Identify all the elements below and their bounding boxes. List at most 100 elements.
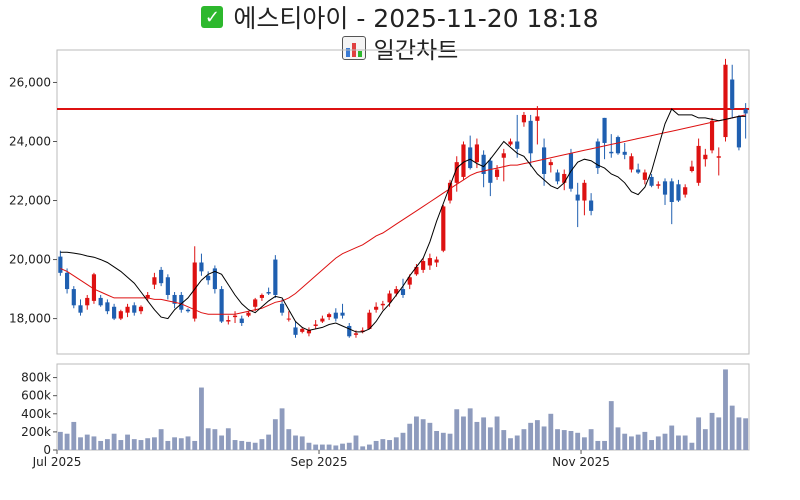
volume-bar xyxy=(306,442,312,450)
candle xyxy=(132,302,137,316)
volume-bar xyxy=(702,429,708,450)
candle xyxy=(683,184,688,198)
candle-body xyxy=(206,275,211,281)
candle-body xyxy=(656,184,661,186)
candle-body xyxy=(743,109,748,114)
candle xyxy=(589,193,594,216)
candle xyxy=(327,312,332,321)
volume-bar xyxy=(716,417,722,450)
candle xyxy=(273,255,278,298)
candle xyxy=(555,169,560,185)
volume-bar xyxy=(239,440,245,450)
price-panel: 18,000 20,000 22,000 24,000 26,000 xyxy=(9,49,750,355)
volume-ytick-label: 200k xyxy=(21,425,51,439)
candle-body xyxy=(602,117,607,143)
volume-bar xyxy=(138,440,144,450)
volume-bar xyxy=(561,430,567,450)
candle-body xyxy=(521,114,527,123)
candle-body xyxy=(320,318,325,322)
candle xyxy=(521,111,527,127)
candle xyxy=(159,266,164,287)
candle-body xyxy=(629,156,634,170)
candle-body xyxy=(542,147,547,174)
candle-body xyxy=(501,153,506,158)
candle-body xyxy=(662,181,668,195)
candle xyxy=(494,165,500,180)
volume-bar xyxy=(414,416,419,450)
candle-body xyxy=(622,151,627,155)
candle xyxy=(454,156,459,192)
volume-bar xyxy=(736,417,742,450)
candle xyxy=(125,303,130,318)
candle-body xyxy=(253,299,258,307)
volume-bar xyxy=(151,437,157,450)
volume-bar xyxy=(501,430,507,450)
candle xyxy=(669,178,674,225)
candle-body xyxy=(118,311,123,319)
volume-bar xyxy=(326,444,332,450)
volume-bar xyxy=(669,425,675,450)
candle xyxy=(212,265,217,294)
candle xyxy=(582,179,587,216)
volume-bar xyxy=(615,427,621,450)
volume-ytick-label: 600k xyxy=(21,389,51,403)
candle xyxy=(736,114,742,151)
title-text: 에스티아이 - 2025-11-20 18:18 xyxy=(233,4,599,33)
candle-body xyxy=(98,297,103,306)
candle-body xyxy=(300,328,305,332)
candle-body xyxy=(353,333,359,335)
candle-body xyxy=(454,162,459,183)
candle-body xyxy=(91,274,97,301)
volume-bar xyxy=(407,423,413,450)
candle xyxy=(481,150,486,188)
volume-bar xyxy=(514,435,520,450)
candle-body xyxy=(380,303,385,306)
volume-bar xyxy=(534,420,540,450)
candle-body xyxy=(374,306,379,310)
volume-bar xyxy=(71,421,77,450)
candle-body xyxy=(468,147,473,169)
price-ytick-label: 24,000 xyxy=(9,134,51,148)
volume-bar xyxy=(353,435,359,450)
volume-bar xyxy=(400,432,406,450)
volume-bar xyxy=(286,429,292,450)
candle xyxy=(508,138,513,146)
volume-bar xyxy=(461,416,466,450)
volume-bar xyxy=(568,430,574,450)
candle xyxy=(501,148,506,182)
candle xyxy=(239,315,244,326)
volume-bar xyxy=(279,408,285,450)
candle xyxy=(340,303,345,319)
volume-bar xyxy=(319,444,325,450)
candle xyxy=(374,302,379,313)
candle xyxy=(253,297,258,312)
candle-body xyxy=(400,289,406,295)
candle-body xyxy=(333,312,338,319)
candle xyxy=(78,299,83,316)
candle xyxy=(676,179,681,202)
candle-body xyxy=(447,182,453,201)
volume-bar xyxy=(91,436,97,450)
candle xyxy=(259,293,264,301)
candle xyxy=(716,147,721,176)
candle-body xyxy=(676,184,681,201)
volume-bar xyxy=(346,442,352,450)
candle xyxy=(488,157,493,197)
volume-bar xyxy=(118,440,124,450)
candle xyxy=(91,272,97,304)
candle xyxy=(642,169,647,185)
candle xyxy=(662,178,668,205)
candle-body xyxy=(723,64,728,138)
volume-bar xyxy=(467,408,473,450)
candle xyxy=(622,142,627,160)
candle-body xyxy=(515,141,520,149)
candle xyxy=(333,308,338,322)
candle xyxy=(743,103,748,139)
volume-bar xyxy=(360,446,366,450)
candle xyxy=(468,135,473,170)
candle-body xyxy=(125,306,130,313)
volume-bar xyxy=(380,439,386,450)
volume-bar xyxy=(427,422,433,450)
volume-bar xyxy=(555,429,560,450)
